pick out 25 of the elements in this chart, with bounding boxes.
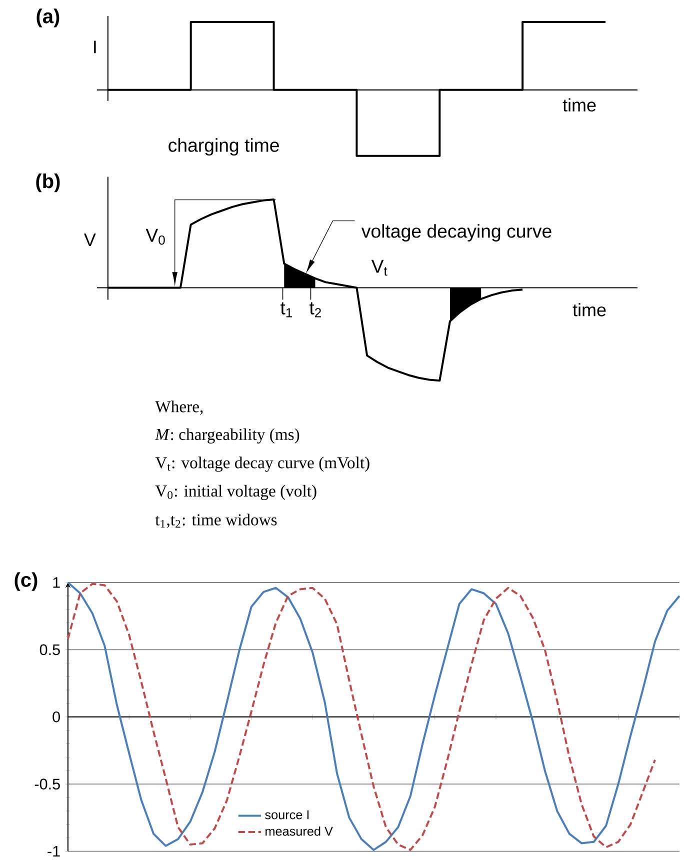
y-tick-label: -0.5 (34, 778, 60, 790)
y-tick-label: -1 (48, 846, 60, 857)
y-tick-label: 1 (53, 577, 60, 588)
annotation: t$_{1}$ (280, 302, 292, 318)
annotation: t$_{2}$ (310, 302, 322, 318)
y-axis-title: V (84, 234, 96, 246)
x-axis-title: time (562, 98, 596, 112)
text: M: chargeability (ms) (155, 428, 300, 444)
legend-label: measured V (266, 826, 333, 836)
y-tick-label: 0 (52, 711, 60, 722)
chart-title: (a) (36, 8, 60, 28)
annotation: charging time (168, 138, 279, 156)
text: V$_{0}$: initial voltage (volt) (155, 484, 316, 500)
x-axis-title: time (572, 303, 606, 316)
annotation: V$_{0}$ (146, 228, 165, 245)
text: Where, (155, 400, 203, 415)
y-axis-title: I (94, 40, 96, 54)
chart-title: (b) (36, 174, 60, 192)
y-tick-label: 0.5 (40, 644, 60, 656)
text: V$_{t}$: voltage decay curve (mVolt) (155, 456, 370, 472)
text: t$_{1}$,t$_{2}$: time widows (155, 514, 277, 528)
legend-label: source I (265, 810, 309, 820)
chart-title: (c) (14, 572, 38, 591)
annotation: V$_{t}$ (371, 260, 388, 276)
annotation: voltage decaying curve (362, 224, 552, 242)
